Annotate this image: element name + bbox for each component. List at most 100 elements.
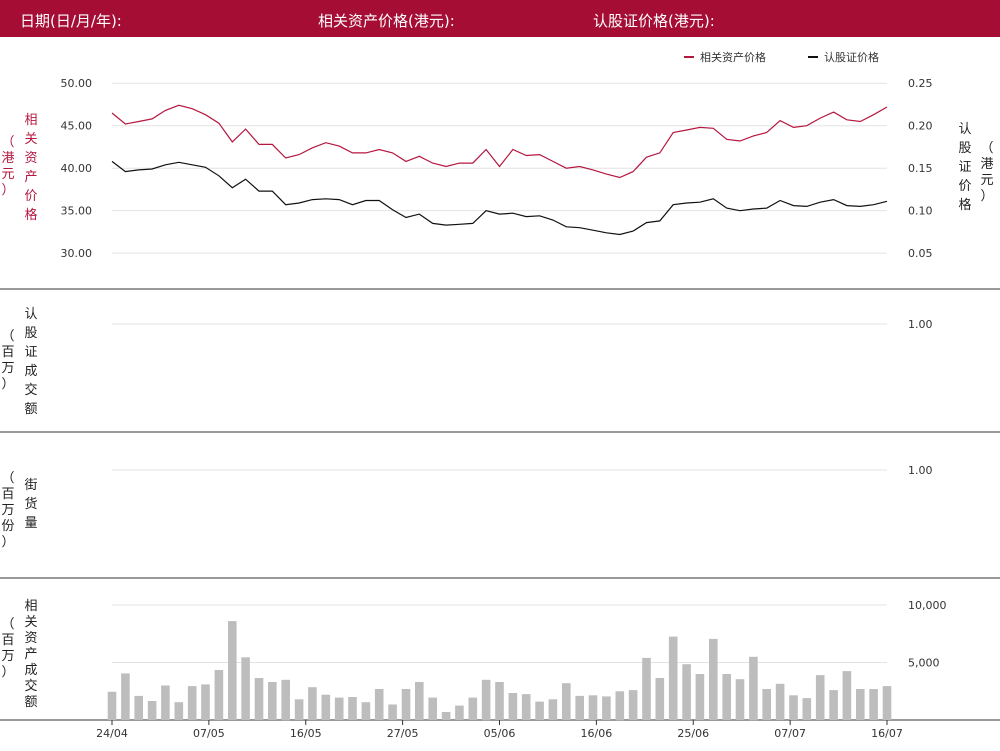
left-axis-label-char: 关 <box>24 132 37 147</box>
panel-3-unit-char: 份 <box>1 519 14 534</box>
right-tick-label: 1.00 <box>908 318 933 331</box>
header-bar: 日期(日/月/年): 相关资产价格(港元): 认股证价格(港元): <box>0 0 1000 37</box>
left-axis-label-char: 资 <box>24 151 37 166</box>
turnover-bar <box>668 636 678 720</box>
left-tick-label: 45.00 <box>61 120 93 133</box>
turnover-bar <box>615 691 625 721</box>
right-tick-label: 0.15 <box>908 162 933 175</box>
turnover-bar <box>121 673 130 720</box>
turnover-bar <box>161 685 170 720</box>
x-tick-label: 24/04 <box>96 727 128 740</box>
panel-4-label-char: 成 <box>24 663 37 678</box>
turnover-bar <box>254 678 264 720</box>
turnover-bar <box>214 670 224 720</box>
panel-2-unit-char: ） <box>1 377 14 392</box>
turnover-bar <box>415 682 424 720</box>
turnover-bar <box>455 705 464 720</box>
legend-label: 认股证价格 <box>824 50 879 64</box>
date-label: 日期(日/月/年): <box>20 12 122 30</box>
turnover-bar <box>428 697 437 720</box>
panel-2-label-char: 证 <box>24 345 37 360</box>
x-tick-label: 16/05 <box>290 727 322 740</box>
left-axis-label-char: 价 <box>24 189 37 204</box>
panel-3-label-char: 街 <box>24 478 37 493</box>
left-tick-label: 35.00 <box>61 205 93 218</box>
turnover-bar <box>508 693 518 720</box>
panel-2-label-char: 认 <box>24 307 37 322</box>
right-axis-label-char: 格 <box>958 197 971 213</box>
x-tick-label: 25/06 <box>677 727 709 740</box>
turnover-bar <box>308 687 317 720</box>
legend-label: 相关资产价格 <box>700 50 766 64</box>
turnover-bar <box>588 695 598 720</box>
panel-4-unit-char: 百 <box>1 633 14 648</box>
panel-3-label-char: 货 <box>24 496 37 512</box>
turnover-bar <box>775 683 785 720</box>
panel-3-label-char: 量 <box>24 516 37 531</box>
right-axis-label-char: 证 <box>958 160 971 175</box>
turnover-bar <box>802 698 812 720</box>
x-tick-label: 07/05 <box>193 727 225 740</box>
turnover-bar <box>815 675 825 720</box>
left-axis-unit-char: 元 <box>1 167 14 182</box>
right-axis-unit-char: 元 <box>980 173 993 188</box>
x-tick-label: 16/06 <box>581 727 613 740</box>
panel-4-label-char: 相 <box>24 599 37 614</box>
turnover-bar <box>789 695 798 720</box>
panel-4-label-char: 资 <box>24 631 37 646</box>
right-axis-label-char: 股 <box>958 141 971 156</box>
right-axis-unit-char: （ <box>980 141 993 156</box>
panel-4-unit-char: 万 <box>1 649 14 664</box>
turnover-bar <box>602 696 611 720</box>
turnover-bar <box>481 679 491 721</box>
panel-4-unit-char: ） <box>1 665 14 680</box>
turnover-bar <box>388 704 397 720</box>
left-axis-label-char: 产 <box>24 170 37 185</box>
left-tick-label: 30.00 <box>61 247 93 260</box>
turnover-bar <box>348 697 357 720</box>
turnover-bar <box>856 689 865 720</box>
right-tick-label: 0.05 <box>908 247 933 260</box>
panel-4-label-char: 产 <box>24 647 37 662</box>
right-axis-label-char: 认 <box>958 122 971 137</box>
turnover-bar <box>147 701 157 720</box>
panel-2-unit-char: 万 <box>1 361 14 376</box>
turnover-bar <box>762 689 771 720</box>
x-tick-label: 05/06 <box>484 727 516 740</box>
turnover-bar <box>187 686 197 720</box>
turnover-bar <box>495 682 504 720</box>
left-tick-label: 50.00 <box>61 77 93 90</box>
turnover-bar <box>709 638 718 720</box>
turnover-bar <box>882 686 892 720</box>
panel-4-label-char: 交 <box>24 678 37 694</box>
right-tick-label: 10,000 <box>908 599 947 612</box>
turnover-bar <box>722 674 731 720</box>
turnover-bar <box>361 702 371 720</box>
turnover-bar <box>228 621 237 720</box>
left-axis-label-char: 格 <box>24 207 37 223</box>
turnover-bar <box>628 690 638 720</box>
turnover-bar <box>174 702 184 720</box>
right-tick-label: 0.10 <box>908 205 933 218</box>
panel-3-unit-char: ） <box>1 535 14 550</box>
panel-2-label-char: 股 <box>24 326 37 341</box>
left-axis-unit-char: 港 <box>1 151 14 166</box>
turnover-bar <box>535 701 544 720</box>
turnover-bar <box>201 684 210 720</box>
turnover-bar <box>374 689 384 720</box>
panel-2-label-char: 成 <box>24 364 37 379</box>
turnover-bar <box>548 699 558 720</box>
turnover-bar <box>575 695 584 720</box>
turnover-bar <box>842 671 852 720</box>
panel-3-unit-char: 百 <box>1 487 14 502</box>
left-axis-unit-char: ） <box>1 183 14 198</box>
turnover-bar <box>682 664 691 720</box>
turnover-bar <box>107 691 117 720</box>
panel-2-unit-char: （ <box>1 329 14 344</box>
panel-2-label-char: 交 <box>24 382 37 398</box>
left-tick-label: 40.00 <box>61 162 93 175</box>
turnover-bar <box>294 699 304 720</box>
left-axis-label-char: 相 <box>24 113 37 128</box>
right-axis-label-char: 价 <box>958 179 971 194</box>
right-tick-label: 1.00 <box>908 464 933 477</box>
